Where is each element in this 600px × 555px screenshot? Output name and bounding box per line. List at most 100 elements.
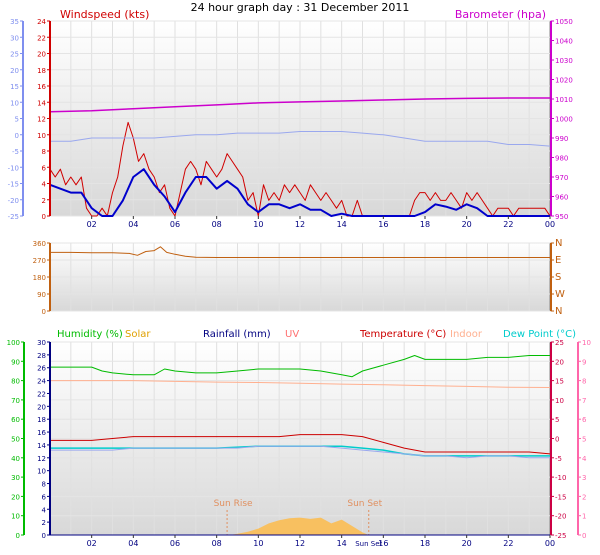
sun-set-axis-label: Sun Set [355, 540, 382, 548]
barometer-series-line [49, 97, 550, 113]
x-tick-label: 18 [420, 220, 430, 229]
uv-axis-tick-label: 2 [582, 493, 586, 501]
x-tick-label: 20 [462, 539, 472, 548]
solar-series-area [229, 517, 369, 535]
rain-axis-tick-label: 2 [42, 519, 46, 527]
temperature-series-line [50, 434, 551, 455]
windspeed-axis-tick-label: 6 [42, 164, 47, 172]
windspeed-axis-tick-label: 4 [42, 181, 47, 189]
uv-axis-tick-label: 9 [582, 358, 586, 366]
rain-axis-tick-label: 22 [37, 390, 46, 398]
x-tick-label: 10 [253, 539, 263, 548]
barometer-axis-tick-label: 960 [555, 194, 568, 202]
legend-label: Rainfall (mm) [203, 329, 271, 340]
barometer-axis-tick-label: 1010 [555, 96, 573, 104]
humidity-axis-tick-label: 20 [11, 493, 20, 501]
x-tick-label: 02 [87, 539, 97, 548]
chill-axis-tick-label: -10 [8, 164, 19, 172]
barometer-axis-tick-label: 990 [555, 135, 568, 143]
average-series-line [49, 168, 550, 217]
windspeed-axis-tick-label: 12 [37, 116, 46, 124]
rain-axis-tick-label: 24 [37, 378, 46, 386]
temperature-axis-tick-label: -5 [555, 455, 562, 463]
rain-axis-tick-label: 12 [37, 455, 46, 463]
temperature-axis-tick-label: 0 [555, 436, 559, 444]
compass-axis-tick-label: S [555, 272, 561, 283]
humidity-series-line [50, 355, 550, 378]
barometer-axis-label: Barometer (hpa) [455, 8, 546, 21]
temperature-axis-tick-label: 25 [555, 339, 564, 347]
barometer-axis-tick-label: 1040 [555, 38, 573, 46]
windspeed-axis-label: Windspeed (kts) [60, 8, 149, 21]
windspeed-axis-tick-label: 2 [42, 197, 46, 205]
direction-axis-tick-label: 90 [37, 291, 46, 299]
humidity-axis-tick-label: 80 [11, 378, 20, 386]
windspeed-axis-tick-label: 8 [42, 148, 46, 156]
rain-axis-tick-label: 30 [37, 339, 46, 347]
rain-axis-tick-label: 0 [42, 532, 46, 540]
temperature-axis-tick-label: 5 [555, 416, 559, 424]
chill-axis-tick-label: -20 [8, 197, 19, 205]
x-tick-label: 20 [462, 220, 472, 229]
sun-rise-label: Sun Rise [214, 499, 253, 509]
barometer-axis-tick-label: 1020 [555, 77, 573, 85]
windspeed-axis-tick-label: 10 [37, 132, 46, 140]
temperature-axis-tick-label: -25 [555, 532, 566, 540]
chill-axis-tick-label: 10 [10, 99, 19, 107]
chill-axis-tick-label: 30 [10, 34, 19, 42]
x-tick-label: 08 [212, 539, 222, 548]
humidity-axis-tick-label: 90 [11, 358, 20, 366]
barometer-axis-tick-label: 980 [555, 155, 568, 163]
uv-axis-tick-label: 4 [582, 455, 587, 463]
x-tick-label: 12 [295, 539, 305, 548]
windspeed-axis-tick-label: 24 [37, 18, 46, 26]
uv-axis-tick-label: 3 [582, 474, 586, 482]
windspeed-axis-tick-label: 16 [37, 83, 46, 91]
temperature-axis-tick-label: 20 [555, 358, 564, 366]
chill-axis-tick-label: -25 [8, 213, 19, 221]
temperature-humidity-panel: Sun Rise Sun Set 010203040506070809010002… [7, 329, 591, 548]
temperature-axis-tick-label: -15 [555, 493, 566, 501]
uv-axis-tick-label: 8 [582, 378, 586, 386]
x-tick-label: 14 [337, 539, 347, 548]
compass-axis-tick-label: W [555, 289, 565, 300]
humidity-axis-tick-label: 50 [11, 436, 20, 444]
rain-axis-tick-label: 16 [37, 429, 46, 437]
humidity-axis-tick-label: 60 [11, 416, 20, 424]
temperature-axis-tick-label: 15 [555, 378, 564, 386]
chill-axis-tick-label: 25 [10, 51, 19, 59]
barometer-axis-tick-label: 1030 [555, 57, 573, 65]
rain-axis-tick-label: 26 [37, 365, 46, 373]
x-tick-label: 06 [170, 539, 180, 548]
windspeed-axis-tick-label: 0 [42, 213, 46, 221]
barometer-axis-tick-label: 1000 [555, 116, 573, 124]
windspeed-axis-tick-label: 20 [37, 51, 46, 59]
legend-label: Dew Point (°C) [503, 329, 576, 340]
x-tick-label: 10 [253, 220, 263, 229]
x-tick-label: 16 [378, 220, 388, 229]
rain-axis-tick-label: 6 [42, 493, 47, 501]
barometer-axis-tick-label: 950 [555, 213, 568, 221]
legend-label: Humidity (%) [57, 329, 123, 340]
humidity-axis-tick-label: 0 [16, 532, 20, 540]
x-tick-label: 18 [420, 539, 430, 548]
rain-axis-tick-label: 10 [37, 468, 46, 476]
barometer-axis-tick-label: 1050 [555, 18, 573, 26]
compass-axis-tick-label: E [555, 255, 561, 266]
x-tick-label: 00 [545, 220, 555, 229]
uv-axis-tick-label: 10 [582, 339, 591, 347]
humidity-axis-tick-label: 40 [11, 455, 20, 463]
humidity-axis-tick-label: 70 [11, 397, 20, 405]
x-tick-label: 00 [545, 539, 555, 548]
humidity-axis-tick-label: 30 [11, 474, 20, 482]
direction-axis-tick-label: 360 [33, 240, 46, 248]
rain-axis-tick-label: 18 [37, 416, 46, 424]
x-tick-label: 22 [503, 220, 513, 229]
humidity-axis-tick-label: 10 [11, 513, 20, 521]
chill-axis-tick-label: 35 [10, 18, 19, 26]
legend-label: Solar [125, 329, 151, 340]
legend-label: Temperature (°C) [359, 329, 446, 340]
rain-axis-tick-label: 8 [42, 481, 46, 489]
